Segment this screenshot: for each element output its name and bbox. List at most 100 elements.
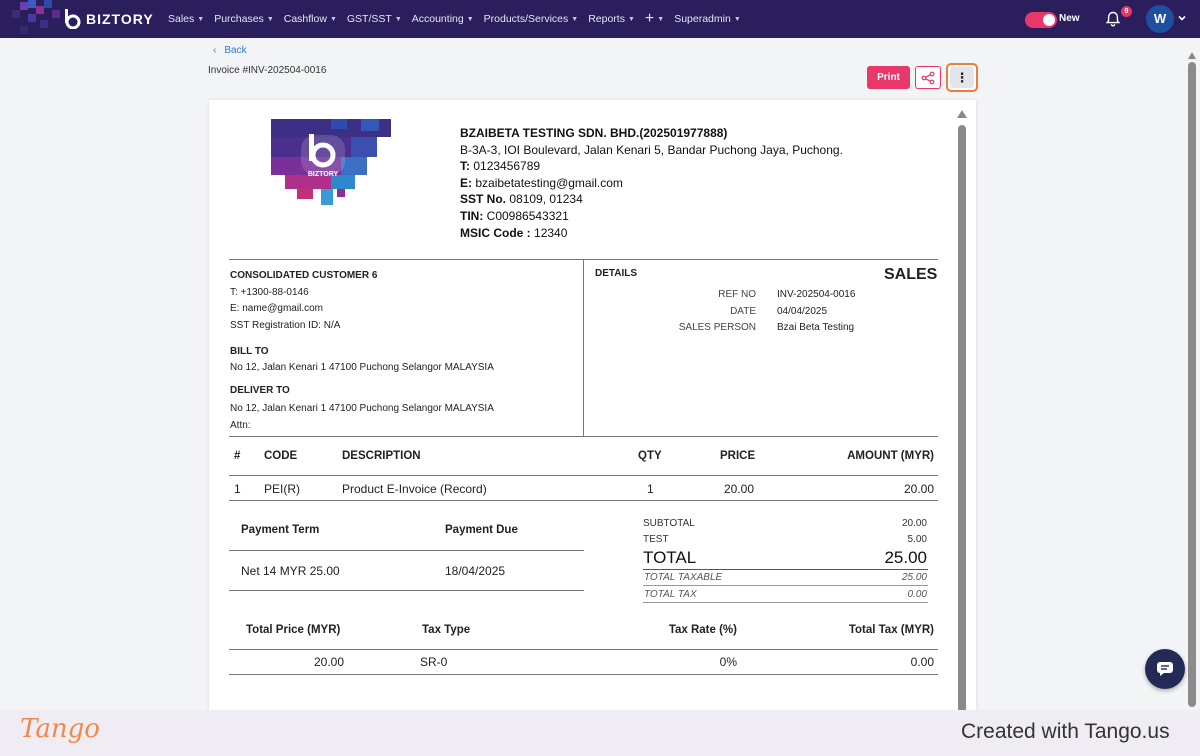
brand-logo-icon: [65, 9, 81, 29]
plus-icon: +: [644, 10, 655, 27]
col-header-code: CODE: [264, 450, 298, 462]
col-header-qty: QTY: [638, 450, 662, 462]
deliver-to-label: DELIVER TO: [230, 385, 290, 396]
document-scrollbar[interactable]: [956, 108, 968, 715]
company-phone-row: T: 0123456789: [460, 159, 541, 174]
avatar[interactable]: W: [1146, 5, 1174, 33]
more-options-button[interactable]: ⋮: [946, 63, 978, 92]
cell-price: 20.00: [723, 482, 754, 496]
chevron-down-icon: ▼: [197, 15, 205, 23]
customer-name: CONSOLIDATED CUSTOMER 6: [230, 270, 378, 281]
brand-name: BIZTORY: [86, 11, 154, 27]
total-taxable-label: TOTAL TAXABLE: [644, 572, 723, 583]
more-vertical-icon: ⋮: [950, 67, 974, 88]
company-logo: BIZTORY: [271, 119, 391, 205]
brand[interactable]: BIZTORY: [0, 0, 160, 38]
divider: [643, 602, 928, 603]
payment-term-label: Payment Term: [241, 524, 320, 536]
scroll-thumb[interactable]: [958, 125, 966, 715]
total-label: TOTAL: [643, 548, 697, 567]
menu-accounting[interactable]: Accounting ▼: [411, 13, 474, 25]
total-tax-value: 0.00: [907, 589, 927, 600]
tango-footer: [0, 710, 1200, 756]
col-header-no: #: [234, 450, 241, 462]
sales-person-value: Bzai Beta Testing: [777, 322, 855, 333]
tax-type: SR-0: [420, 655, 448, 669]
scroll-thumb[interactable]: [1188, 62, 1196, 707]
col-header-amount: AMOUNT (MYR): [847, 450, 934, 462]
chevron-down-icon: ▼: [733, 15, 741, 23]
company-tin-row: TIN: C00986543321: [460, 208, 569, 223]
company-info: BZAIBETA TESTING SDN. BHD.(202501977888)…: [460, 125, 843, 241]
print-button[interactable]: Print: [867, 66, 910, 89]
bell-icon[interactable]: [1105, 11, 1121, 27]
toggle-knob: [1043, 14, 1055, 26]
divider: [229, 674, 938, 675]
divider: [229, 475, 938, 476]
ref-no-label: REF NO: [718, 289, 756, 300]
customer-sst-reg: SST Registration ID: N/A: [230, 319, 341, 331]
menu-purchases[interactable]: Purchases ▼: [214, 13, 274, 25]
col-header-price: PRICE: [720, 450, 756, 462]
new-ui-toggle[interactable]: [1025, 12, 1057, 28]
tax-col-total-tax: Total Tax (MYR): [848, 624, 934, 636]
company-msic-row: MSIC Code : 12340: [460, 225, 568, 240]
menu-gst-sst[interactable]: GST/SST ▼: [346, 13, 402, 25]
cell-no: 1: [234, 482, 241, 496]
menu-cashflow[interactable]: Cashflow ▼: [283, 13, 337, 25]
chevron-down-icon[interactable]: [1178, 14, 1186, 22]
chevron-down-icon: ▼: [627, 15, 635, 23]
total-value: 25.00: [884, 548, 927, 567]
chat-button[interactable]: [1145, 649, 1185, 689]
share-icon: [921, 71, 935, 84]
divider: [229, 550, 584, 551]
company-address: B-3A-3, IOI Boulevard, Jalan Kenari 5, B…: [460, 142, 843, 157]
deliver-to-block: No 12, Jalan Kenari 1 47100 Puchong Sela…: [230, 401, 494, 434]
menu-products-services[interactable]: Products/Services ▼: [483, 13, 579, 25]
document-type: SALES: [884, 266, 938, 283]
test-label: TEST: [643, 534, 669, 545]
cell-qty: 1: [647, 482, 654, 496]
tango-logo: Tango: [20, 714, 100, 744]
customer-info: CONSOLIDATED CUSTOMER 6 T: +1300-88-0146…: [230, 268, 377, 334]
company-logo-text: BIZTORY: [308, 171, 339, 178]
main-menu: Sales ▼ Purchases ▼ Cashflow ▼ GST/SST ▼ Acc…: [168, 0, 741, 38]
chevron-down-icon: ▼: [266, 15, 274, 23]
back-label: Back: [224, 45, 247, 56]
test-value: 5.00: [907, 534, 927, 545]
page-scrollbar[interactable]: [1187, 52, 1197, 710]
subtotal-value: 20.00: [901, 518, 927, 529]
tax-total-price: 20.00: [313, 655, 344, 669]
back-link[interactable]: ‹ Back: [213, 45, 247, 56]
page-title: Invoice #INV-202504-0016: [208, 65, 327, 76]
attn-label: Attn:: [230, 419, 251, 431]
bill-to-address: No 12, Jalan Kenari 1 47100 Puchong Sela…: [230, 362, 494, 373]
toggle-label: New: [1059, 13, 1080, 24]
deliver-to-address: No 12, Jalan Kenari 1 47100 Puchong Sela…: [230, 403, 494, 414]
chevron-down-icon: ▼: [571, 15, 579, 23]
payment-term-value: Net 14 MYR 25.00: [241, 564, 340, 578]
customer-phone: T: +1300-88-0146: [230, 286, 309, 298]
divider: [229, 436, 938, 437]
payment-due-value: 18/04/2025: [445, 564, 506, 578]
divider: [229, 649, 938, 650]
chevron-down-icon: ▼: [657, 15, 665, 23]
cell-code: PEI(R): [264, 482, 300, 496]
menu-add[interactable]: + ▼: [645, 11, 664, 27]
total-taxable-value: 25.00: [901, 572, 927, 583]
top-navbar: BIZTORY Sales ▼ Purchases ▼ Cashflow ▼ GST/…: [0, 0, 1200, 38]
brand-pixel-pattern: [12, 0, 60, 34]
customer-email: E: name@gmail.com: [230, 303, 323, 315]
bill-to-label: BILL TO: [230, 346, 269, 357]
cell-description: Product E-Invoice (Record): [342, 482, 487, 496]
menu-superadmin[interactable]: Superadmin ▼: [674, 13, 741, 25]
scroll-up-arrow-icon[interactable]: [1188, 52, 1196, 59]
scroll-up-arrow-icon[interactable]: [957, 110, 967, 118]
menu-reports[interactable]: Reports ▼: [588, 13, 635, 25]
chevron-left-icon: ‹: [213, 45, 217, 56]
tax-col-tax-rate: Tax Rate (%): [668, 624, 737, 636]
share-button[interactable]: [915, 66, 941, 89]
chat-icon: [1157, 662, 1173, 676]
total-tax-label: TOTAL TAX: [644, 589, 697, 600]
menu-sales[interactable]: Sales ▼: [168, 13, 205, 25]
